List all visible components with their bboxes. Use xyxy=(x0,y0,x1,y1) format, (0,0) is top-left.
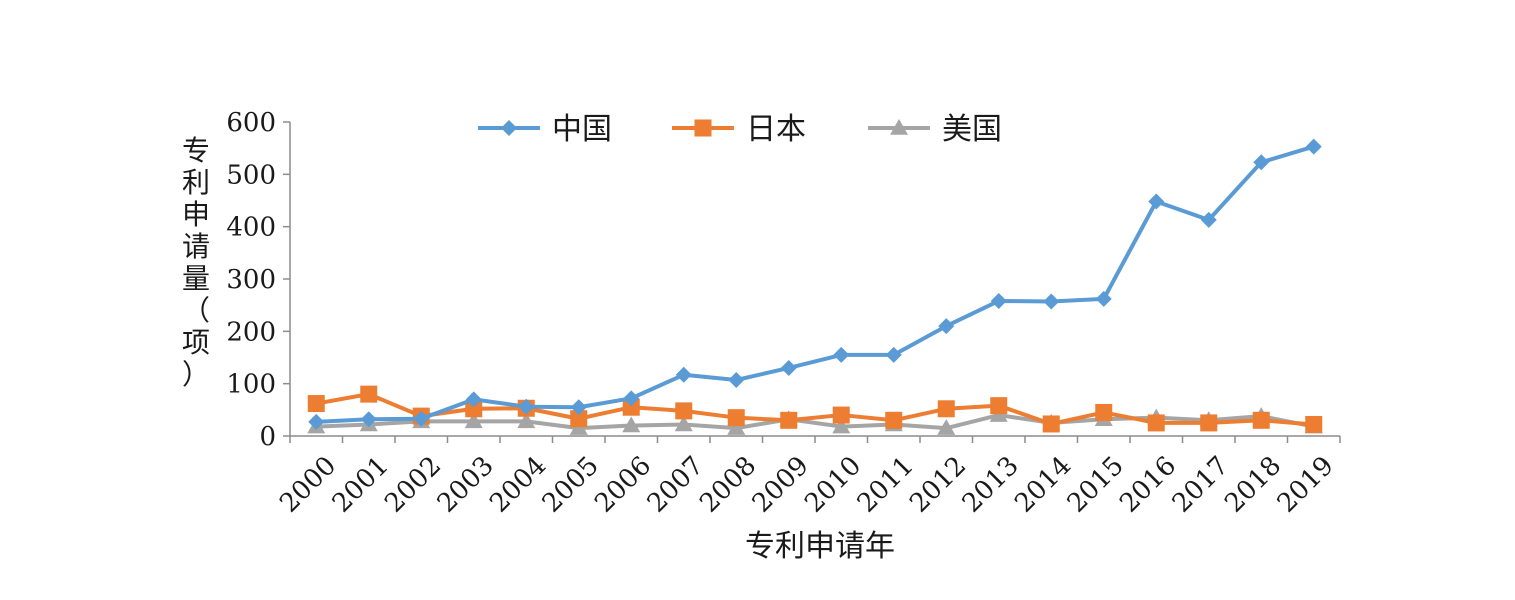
data-point xyxy=(832,417,851,434)
x-tick-label: 2008 xyxy=(694,451,762,519)
x-tick-label: 2007 xyxy=(642,451,710,519)
data-point xyxy=(990,292,1007,309)
data-point xyxy=(675,402,693,420)
data-point xyxy=(1148,193,1165,210)
legend-item: 中国 xyxy=(478,112,612,147)
data-point xyxy=(1042,415,1060,433)
x-tick-label: 2017 xyxy=(1167,451,1235,519)
data-point xyxy=(675,366,692,383)
x-tick-label: 2010 xyxy=(799,451,867,519)
data-point xyxy=(622,416,641,433)
data-point xyxy=(465,400,483,418)
y-tick-label: 200 xyxy=(226,317,276,347)
data-point xyxy=(1043,293,1060,310)
y-tick-label: 400 xyxy=(226,213,276,243)
data-point xyxy=(938,318,955,335)
legend-label: 美国 xyxy=(942,112,1002,147)
data-point xyxy=(937,400,955,418)
data-point xyxy=(885,346,902,363)
x-tick-label: 2019 xyxy=(1272,451,1340,519)
x-tick-label: 2015 xyxy=(1062,451,1130,519)
data-point xyxy=(464,412,483,429)
data-point xyxy=(413,410,430,427)
data-point xyxy=(1095,290,1112,307)
y-tick-label: 300 xyxy=(226,265,276,295)
data-point xyxy=(1305,415,1323,433)
y-tick-label: 500 xyxy=(226,160,276,190)
legend-marker xyxy=(694,119,712,137)
x-tick-label: 2016 xyxy=(1114,451,1182,519)
data-point xyxy=(727,419,746,435)
data-point xyxy=(728,372,745,389)
data-point xyxy=(674,415,693,432)
data-point xyxy=(360,411,377,428)
legend-item: 美国 xyxy=(868,112,1002,147)
y-axis-title: 专利申请量（项） xyxy=(182,134,210,391)
data-point xyxy=(570,410,588,428)
x-tick-label: 2014 xyxy=(1009,451,1077,519)
data-point xyxy=(780,411,798,429)
series-diamond xyxy=(308,138,1322,430)
data-point xyxy=(885,411,903,429)
series-line xyxy=(316,413,1315,431)
data-point xyxy=(990,397,1008,415)
data-point xyxy=(570,399,587,416)
x-tick-label: 2003 xyxy=(432,451,500,519)
data-point xyxy=(833,346,850,363)
data-point xyxy=(1095,403,1113,421)
x-tick-label: 2002 xyxy=(379,451,447,519)
data-point xyxy=(937,419,956,435)
data-point xyxy=(360,385,378,403)
x-tick-label: 2000 xyxy=(274,451,342,519)
data-point xyxy=(1147,414,1165,432)
x-tick-label: 2005 xyxy=(537,451,605,519)
y-tick-label: 0 xyxy=(259,422,276,452)
data-point xyxy=(1200,211,1217,228)
data-point xyxy=(1253,154,1270,171)
legend-marker xyxy=(890,119,908,135)
data-point xyxy=(832,406,850,424)
data-point xyxy=(623,390,640,407)
x-tick-label: 2011 xyxy=(852,451,920,519)
data-point xyxy=(465,391,482,408)
data-point xyxy=(622,398,640,416)
x-axis-title: 专利申请年 xyxy=(745,529,895,564)
x-tick-label: 2004 xyxy=(484,451,552,519)
data-point xyxy=(307,395,325,413)
data-point xyxy=(1200,414,1218,432)
data-point xyxy=(727,409,745,427)
x-tick-label: 2012 xyxy=(904,451,972,519)
y-tick-label: 600 xyxy=(226,108,276,138)
data-point xyxy=(1252,411,1270,429)
x-tick-label: 2013 xyxy=(957,451,1025,519)
data-point xyxy=(308,413,325,430)
series-line xyxy=(315,392,1314,427)
data-point xyxy=(517,412,536,429)
series-line xyxy=(316,144,1315,424)
legend-marker xyxy=(501,120,517,136)
legend-item: 日本 xyxy=(672,112,806,147)
data-point xyxy=(780,359,797,376)
x-tick-label: 2006 xyxy=(589,451,657,519)
x-tick-label: 2018 xyxy=(1219,451,1287,519)
data-point xyxy=(518,398,535,415)
x-tick-label: 2009 xyxy=(747,451,815,519)
y-tick-label: 100 xyxy=(226,370,276,400)
data-point xyxy=(1305,138,1322,155)
series-square xyxy=(307,385,1323,433)
legend-label: 日本 xyxy=(746,112,806,147)
legend-label: 中国 xyxy=(552,112,612,147)
x-tick-label: 2001 xyxy=(327,451,395,519)
